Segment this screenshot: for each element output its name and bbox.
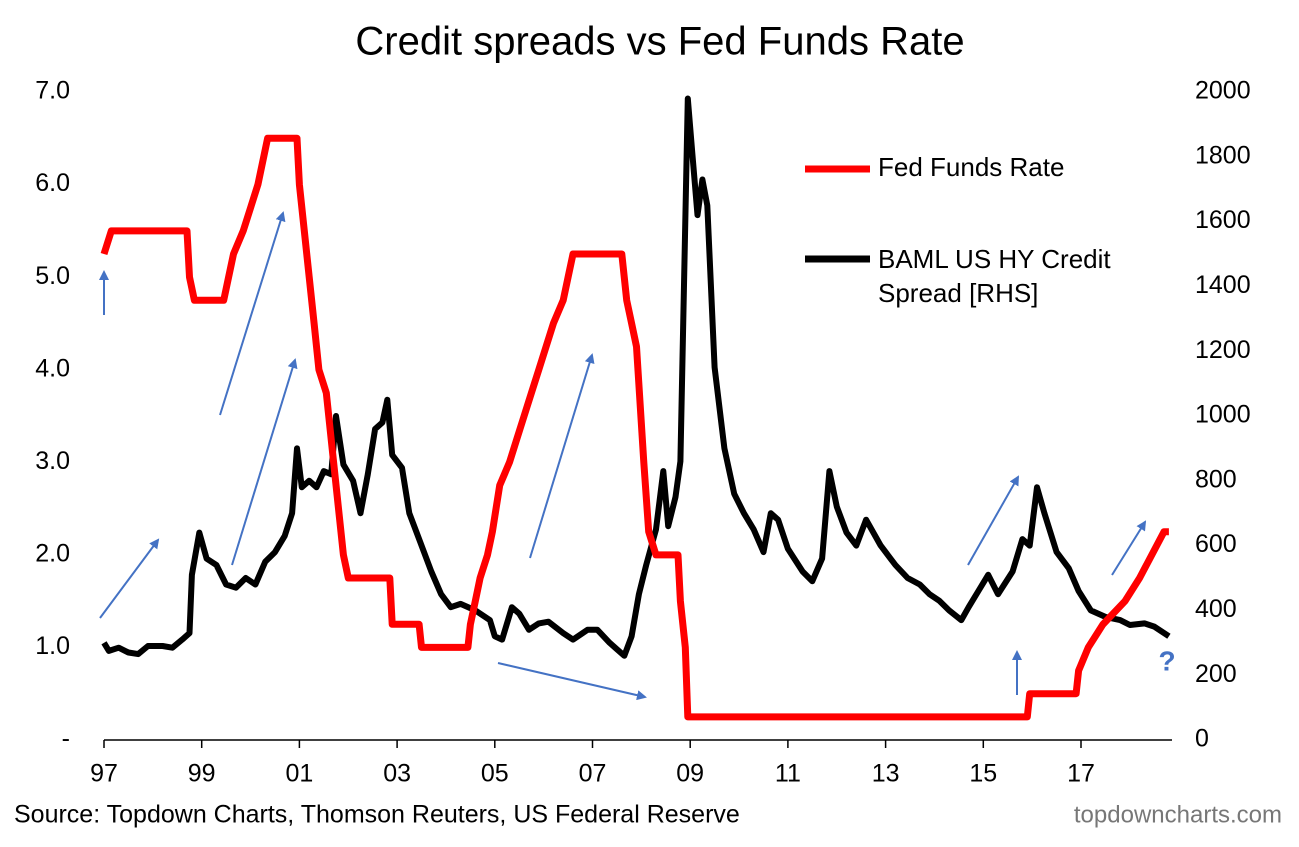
y-tick-label: 2.0 bbox=[35, 539, 70, 567]
series-line bbox=[101, 95, 1171, 659]
y-tick-label: 4.0 bbox=[35, 354, 70, 382]
x-tick-label: 17 bbox=[1067, 760, 1095, 788]
y2-tick-label: 1400 bbox=[1195, 271, 1251, 299]
y-tick-label: - bbox=[62, 725, 70, 753]
legend-label: Fed Funds Rate bbox=[878, 152, 1064, 182]
y2-tick-label: 1800 bbox=[1195, 141, 1251, 169]
source: Source: Topdown Charts, Thomson Reuters,… bbox=[14, 801, 740, 829]
x-tick-label: 07 bbox=[579, 760, 607, 788]
y-tick-label: 5.0 bbox=[35, 262, 70, 290]
chart-title: Credit spreads vs Fed Funds Rate bbox=[355, 20, 964, 64]
y2-tick-label: 200 bbox=[1195, 660, 1237, 688]
x-tick-label: 97 bbox=[90, 760, 118, 788]
series-line bbox=[100, 134, 1169, 721]
y2-tick-label: 600 bbox=[1195, 530, 1237, 558]
y2-tick-label: 1000 bbox=[1195, 401, 1251, 429]
x-tick-label: 13 bbox=[872, 760, 900, 788]
watermark: topdowncharts.com bbox=[1074, 801, 1282, 828]
y-tick-label: 7.0 bbox=[35, 77, 70, 105]
x-tick-label: 01 bbox=[285, 760, 313, 788]
y2-tick-label: 1600 bbox=[1195, 206, 1251, 234]
x-tick-label: 05 bbox=[481, 760, 509, 788]
annotation-arrows bbox=[99, 211, 1147, 701]
y2-tick-label: 400 bbox=[1195, 595, 1237, 623]
x-tick-label: 09 bbox=[676, 760, 704, 788]
y2-tick-label: 1200 bbox=[1195, 336, 1251, 364]
legend-label: BAML US HY Credit Spread [RHS] bbox=[878, 244, 1111, 308]
x-tick-label: 11 bbox=[775, 760, 801, 788]
y-tick-label: 6.0 bbox=[35, 169, 70, 197]
y2-tick-label: 2000 bbox=[1195, 77, 1251, 105]
x-tick-label: 03 bbox=[383, 760, 411, 788]
x-tick-label: 99 bbox=[188, 760, 216, 788]
x-tick-label: 15 bbox=[969, 760, 997, 788]
y-tick-label: 3.0 bbox=[35, 447, 70, 475]
y2-tick-label: 0 bbox=[1195, 725, 1209, 753]
y2-tick-label: 800 bbox=[1195, 465, 1237, 493]
y-tick-label: 1.0 bbox=[35, 632, 70, 660]
annotation: ? bbox=[1158, 645, 1175, 676]
